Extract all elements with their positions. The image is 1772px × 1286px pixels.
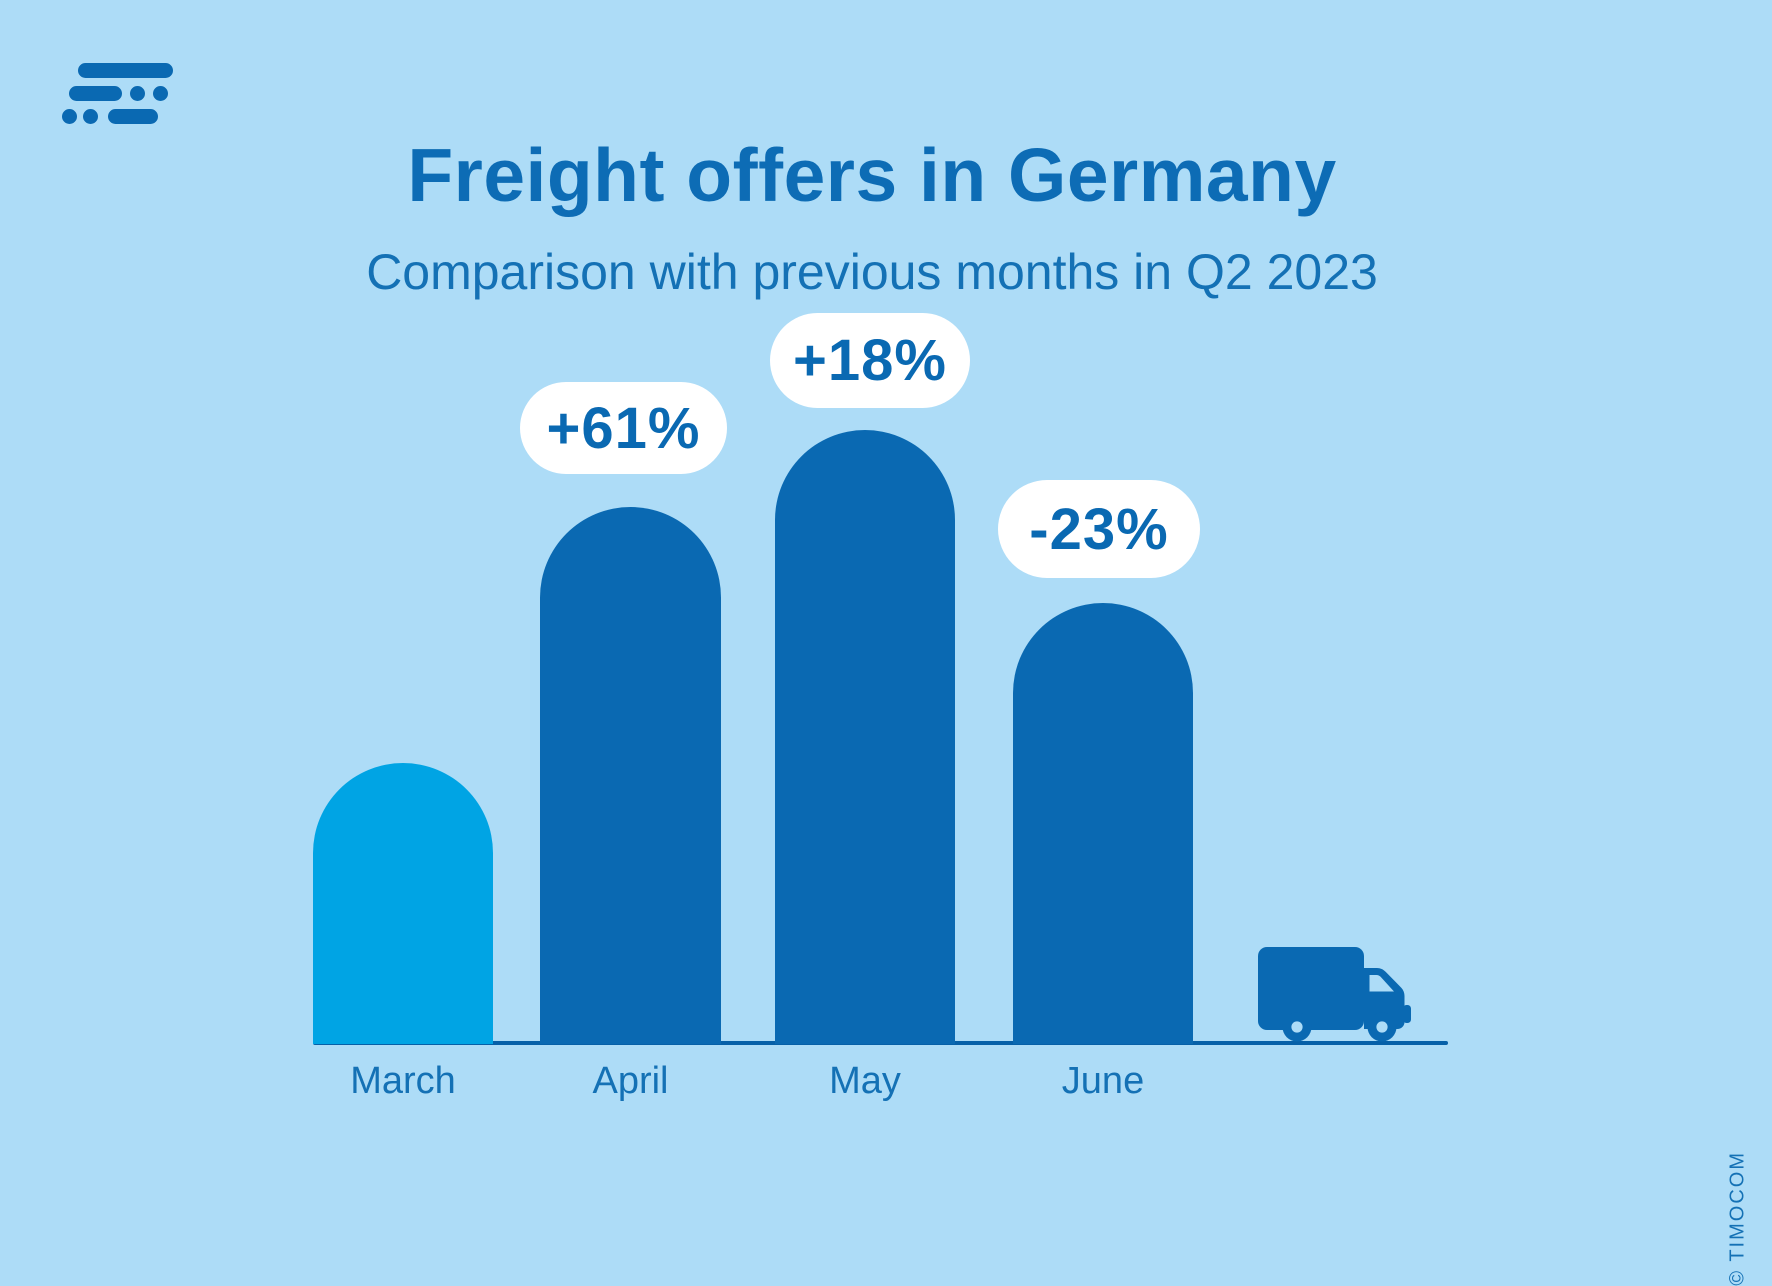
axis-label-march: March [350, 1060, 456, 1102]
axis-label-june: June [1061, 1060, 1145, 1102]
page-subtitle: Comparison with previous months in Q2 20… [366, 244, 1378, 300]
timocom-logo [62, 63, 174, 125]
page-title: Freight offers in Germany [407, 133, 1337, 217]
truck-icon [1258, 947, 1411, 1042]
bar-march [313, 763, 493, 1044]
value-badge-june: -23% [998, 480, 1200, 578]
logo-bar-middle [69, 86, 122, 101]
logo-dot [83, 109, 98, 124]
bar-april [540, 507, 721, 1044]
logo-dot [153, 86, 168, 101]
infographic-canvas: Freight offers in Germany Comparison wit… [62, 63, 1749, 1286]
logo-dot [62, 109, 77, 124]
axis-label-april: April [592, 1060, 669, 1102]
value-badge-may: +18% [770, 313, 970, 408]
logo-bar-top [78, 63, 173, 78]
bar-chart: March April +61% May +18% June -23% [313, 313, 1448, 1102]
bar-june [1013, 603, 1193, 1044]
copyright-text: © TIMOCOM [1727, 1151, 1749, 1286]
value-badge-april: +61% [520, 382, 727, 474]
axis-label-may: May [829, 1060, 901, 1102]
bar-may [775, 430, 955, 1044]
logo-dot [130, 86, 145, 101]
logo-bar-bottom [108, 109, 158, 124]
